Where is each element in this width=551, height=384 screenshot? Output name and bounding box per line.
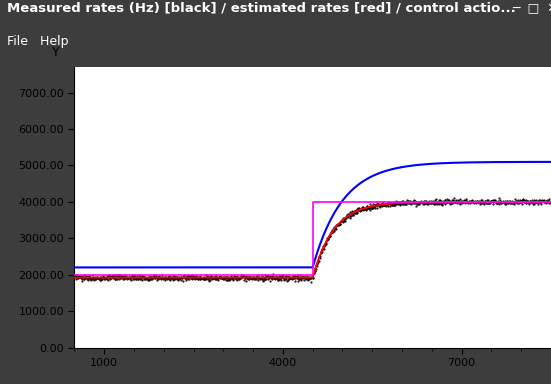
Text: Measured rates (Hz) [black] / estimated rates [red] / control actio...: Measured rates (Hz) [black] / estimated …: [7, 2, 515, 15]
Y-axis label: Y: Y: [51, 46, 59, 59]
Text: File   Help: File Help: [7, 35, 68, 48]
Text: ─  □  ✕: ─ □ ✕: [512, 2, 551, 15]
